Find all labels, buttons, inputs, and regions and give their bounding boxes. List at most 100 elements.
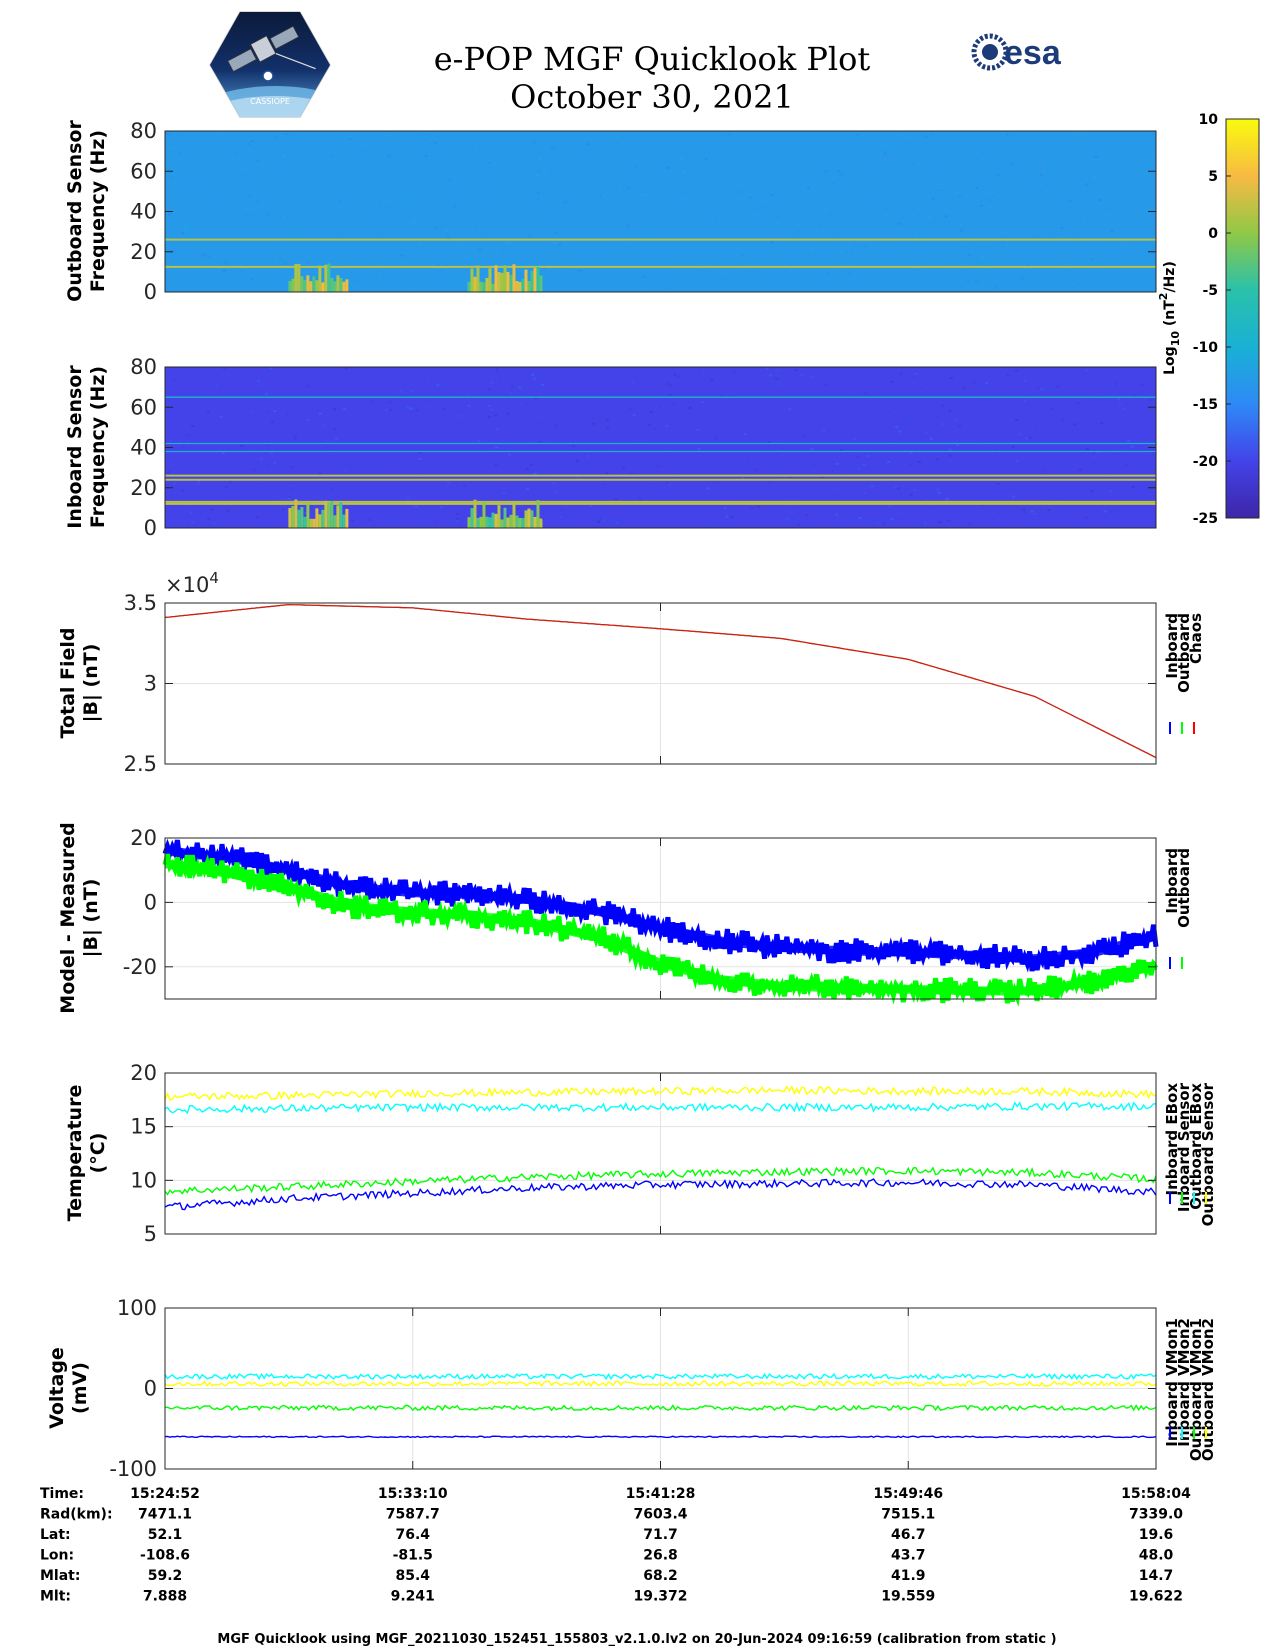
ephemeris-row-label: Mlt: — [40, 1589, 71, 1605]
legend-entry: Inboard EBox — [1163, 1083, 1181, 1196]
model-minus-measured-panel: 20 0 -20 Model - Measured|B| (nT) InboardO… — [57, 822, 1193, 1013]
burst-mark — [327, 502, 331, 528]
burst-mark — [306, 503, 310, 528]
burst-mark — [303, 516, 307, 528]
temperature-ylabel: Temperature(°C) — [64, 1085, 109, 1222]
ephemeris-value: 71.7 — [643, 1527, 678, 1543]
burst-mark — [473, 276, 477, 292]
ephemeris-value: 46.7 — [891, 1527, 926, 1543]
burst-mark — [521, 278, 525, 292]
series-line — [164, 1380, 1157, 1388]
burst-mark — [515, 281, 519, 292]
burst-mark — [300, 507, 304, 528]
burst-mark — [476, 517, 480, 528]
colorbar-tick-label: -5 — [1202, 283, 1218, 299]
legend-entry: Inboard — [1163, 848, 1181, 914]
ephemeris-row-label: Time: — [40, 1486, 84, 1502]
y-tick-label: 80 — [130, 119, 157, 143]
ephemeris-value: 7603.4 — [633, 1507, 687, 1523]
ephemeris-value: 14.7 — [1139, 1568, 1174, 1584]
ephemeris-table: Time: 15:24:52 15:33:10 15:41:28 15:49:46 15:… — [40, 1486, 1191, 1605]
outboard-spectrogram-panel: 80 60 40 20 0 Outboard SensorFrequency (Hz) — [64, 119, 1157, 304]
colorbar-tick-label: -20 — [1193, 454, 1219, 470]
burst-mark — [345, 279, 349, 292]
plot-date: October 30, 2021 — [510, 78, 794, 116]
burst-mark — [524, 269, 528, 292]
burst-mark — [294, 263, 298, 292]
y-tick-label: 0 — [144, 890, 157, 914]
burst-mark — [303, 279, 307, 292]
colorbar-scale — [1225, 118, 1260, 519]
ephemeris-value: 68.2 — [643, 1568, 678, 1584]
burst-mark — [479, 516, 483, 528]
burst-mark — [312, 276, 316, 292]
burst-mark — [530, 510, 534, 528]
burst-mark — [533, 516, 537, 528]
y-tick-label: 20 — [130, 476, 157, 500]
burst-mark — [482, 282, 486, 292]
y-tick-label: 0 — [144, 280, 157, 304]
ephemeris-row-label: Mlat: — [40, 1568, 80, 1584]
temperature-panel: 20 15 10 5 Temperature(°C) Inboard EBoxInbo… — [64, 1061, 1217, 1246]
ephemeris-value: 85.4 — [395, 1568, 430, 1584]
burst-mark — [506, 517, 510, 528]
burst-mark — [470, 508, 474, 528]
burst-mark — [324, 264, 328, 292]
ephemeris-row-label: Lon: — [40, 1548, 74, 1564]
y-tick-label: 0 — [144, 516, 157, 540]
series-band — [164, 859, 1158, 996]
footer-caption: MGF Quicklook using MGF_20211030_152451_… — [217, 1632, 1056, 1647]
series-line — [164, 1372, 1157, 1381]
esa-logo-text: esa — [1004, 34, 1062, 72]
ephemeris-value: 48.0 — [1139, 1548, 1174, 1564]
burst-mark — [482, 501, 486, 528]
burst-mark — [309, 518, 313, 528]
y-tick-label: -20 — [123, 955, 157, 979]
ephemeris-value: 15:33:10 — [378, 1486, 448, 1502]
ephemeris-value: 41.9 — [891, 1568, 926, 1584]
colorbar-tick-label: 0 — [1208, 226, 1218, 242]
burst-mark — [336, 505, 340, 528]
burst-mark — [473, 499, 477, 528]
burst-mark — [485, 277, 489, 292]
ephemeris-value: 15:58:04 — [1121, 1486, 1191, 1502]
y-tick-label: 3.5 — [124, 591, 157, 615]
burst-mark — [306, 275, 310, 292]
legend-entry: Inboard — [1163, 613, 1181, 679]
burst-mark — [309, 281, 313, 292]
series-band — [164, 846, 1158, 964]
series-line — [164, 1177, 1157, 1211]
burst-mark — [494, 513, 498, 528]
ephemeris-value: 15:41:28 — [626, 1486, 696, 1502]
burst-mark — [321, 509, 325, 528]
ephemeris-value: 7587.7 — [386, 1507, 440, 1523]
burst-mark — [518, 281, 522, 292]
colorbar-tick-label: -10 — [1193, 340, 1219, 356]
burst-mark — [536, 500, 540, 528]
burst-mark — [491, 512, 495, 528]
ephemeris-value: 7.888 — [143, 1589, 187, 1605]
burst-mark — [491, 283, 495, 292]
y-tick-label: 10 — [130, 1168, 157, 1192]
burst-mark — [512, 502, 516, 528]
total-field-ylabel: Total Field|B| (nT) — [57, 627, 102, 738]
voltage-ylabel: Voltage(mV) — [46, 1347, 91, 1429]
legend-entry: Outboard EBox — [1187, 1083, 1205, 1210]
colorbar-tick-label: -15 — [1193, 397, 1218, 413]
ephemeris-value: 19.6 — [1139, 1527, 1174, 1543]
cassiope-logo-text: CASSIOPE — [250, 97, 290, 106]
y-tick-label: 40 — [130, 436, 157, 460]
ephemeris-value: 7339.0 — [1129, 1507, 1183, 1523]
legend-entry: Inboard VMon2 — [1175, 1318, 1193, 1447]
burst-mark — [503, 507, 507, 528]
burst-mark — [536, 266, 540, 292]
burst-mark — [297, 264, 301, 292]
burst-mark — [494, 265, 498, 292]
colorbar-tick-label: -25 — [1193, 511, 1218, 527]
legend-entry: Outboard VMon2 — [1199, 1318, 1217, 1461]
burst-mark — [527, 508, 531, 528]
legend-entry: Outboard Sensor — [1199, 1082, 1217, 1226]
legend-entry: Outboard — [1175, 613, 1193, 693]
burst-mark — [467, 517, 471, 528]
